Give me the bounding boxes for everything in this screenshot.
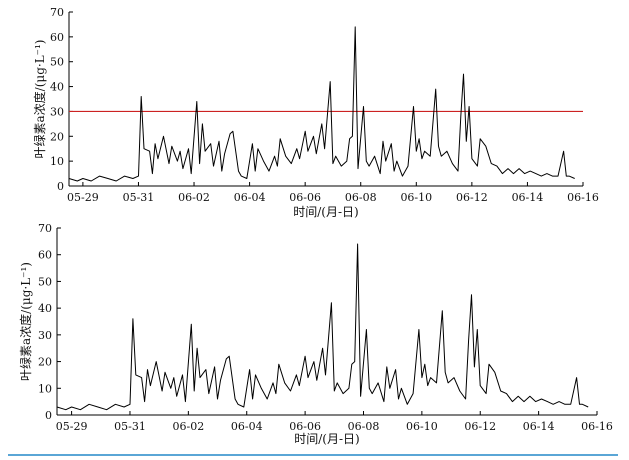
x-axis-title: 时间/(月-日) bbox=[293, 205, 358, 219]
x-tick-label: 06-02 bbox=[172, 420, 204, 433]
x-tick-label: 06-06 bbox=[289, 191, 321, 204]
chart-panel-bottom: 0 10 20 30 40 50 60 70 05-29 05-31 06-02 06-04 06-06… bbox=[18, 222, 613, 446]
y-tick-label: 30 bbox=[50, 105, 64, 118]
x-tick-label: 06-14 bbox=[512, 191, 544, 204]
y-tick-label: 0 bbox=[57, 180, 64, 193]
x-tick-label: 06-14 bbox=[523, 420, 555, 433]
x-tick-label: 06-04 bbox=[234, 191, 266, 204]
x-tick-label: 06-08 bbox=[345, 191, 377, 204]
x-tick-label: 06-08 bbox=[348, 420, 380, 433]
x-tick-label: 05-29 bbox=[67, 191, 99, 204]
y-tick-label: 60 bbox=[50, 31, 64, 44]
y-tick-label: 70 bbox=[50, 6, 64, 19]
chlorophyll-series-line bbox=[56, 243, 589, 411]
y-tick-label: 40 bbox=[50, 81, 64, 94]
x-tick-label: 06-16 bbox=[581, 420, 613, 433]
x-tick-label: 05-31 bbox=[123, 191, 155, 204]
x-tick-label: 05-31 bbox=[114, 420, 146, 433]
x-axis-title: 时间/(月-日) bbox=[294, 432, 359, 446]
y-tick-label: 70 bbox=[38, 222, 52, 235]
x-tick-label: 05-29 bbox=[56, 420, 88, 433]
y-axis-title: 叶绿素a浓度/(μg·L⁻¹) bbox=[18, 262, 33, 381]
y-tick-label: 30 bbox=[38, 329, 52, 342]
x-tick-label: 06-10 bbox=[400, 191, 432, 204]
y-tick-label: 50 bbox=[50, 56, 64, 69]
y-tick-label: 50 bbox=[38, 275, 52, 288]
y-axis-title: 叶绿素a浓度/(μg·L⁻¹) bbox=[32, 40, 47, 159]
y-tick-label: 20 bbox=[38, 356, 52, 369]
y-tick-label: 10 bbox=[50, 155, 64, 168]
y-tick-label: 20 bbox=[50, 130, 64, 143]
y-tick-label: 0 bbox=[45, 409, 52, 422]
y-tick-label: 60 bbox=[38, 249, 52, 262]
chlorophyll-series-line bbox=[68, 26, 575, 182]
chart-panel-top: 0 10 20 30 40 50 60 70 05-29 05-31 06-02 06-04 06-06… bbox=[32, 6, 599, 219]
x-tick-label: 06-10 bbox=[406, 420, 438, 433]
x-tick-label: 06-12 bbox=[456, 191, 488, 204]
bottom-divider-line bbox=[8, 454, 618, 456]
y-tick-label: 10 bbox=[38, 382, 52, 395]
y-tick-label: 40 bbox=[38, 302, 52, 315]
x-tick-label: 06-06 bbox=[289, 420, 321, 433]
x-tick-label: 06-04 bbox=[231, 420, 263, 433]
x-tick-label: 06-02 bbox=[178, 191, 210, 204]
x-tick-label: 06-12 bbox=[464, 420, 496, 433]
x-tick-label: 06-16 bbox=[567, 191, 599, 204]
